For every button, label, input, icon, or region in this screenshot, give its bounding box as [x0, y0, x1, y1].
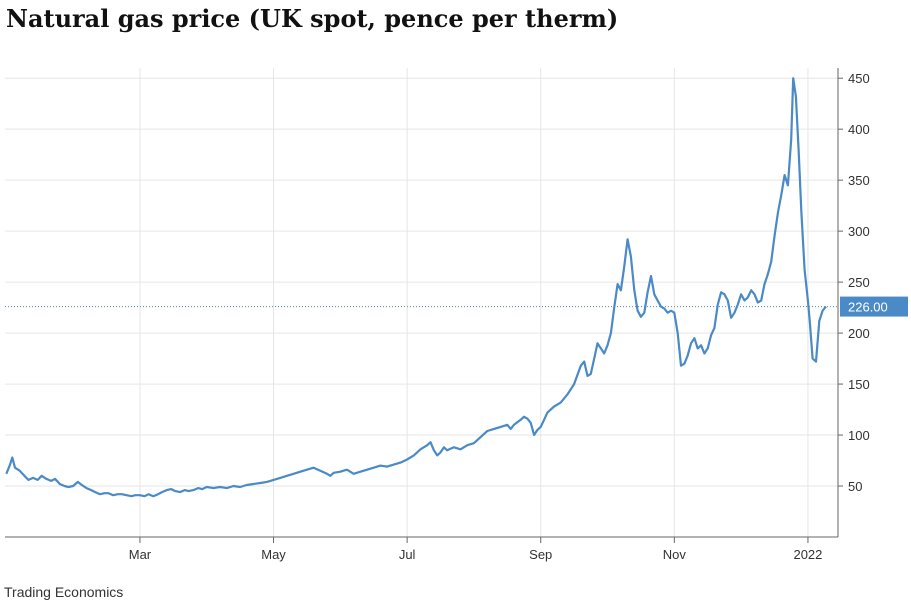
y-tick-label: 300 — [848, 224, 870, 239]
last-value-badge — [840, 296, 908, 317]
x-axis: Mar May Jul Sep Nov 2022 — [5, 536, 838, 562]
x-tick-label: Jul — [399, 547, 416, 562]
y-tick-label: 400 — [848, 122, 870, 137]
x-tick-label: May — [261, 547, 286, 562]
gridlines — [5, 68, 838, 537]
y-tick-label: 100 — [848, 428, 870, 443]
x-tick-label: 2022 — [793, 547, 822, 562]
x-tick-label: Sep — [529, 547, 552, 562]
y-tick-label: 150 — [848, 377, 870, 392]
y-tick-label: 250 — [848, 275, 870, 290]
y-tick-label: 450 — [848, 71, 870, 86]
plot-area — [5, 77, 827, 498]
chart-title: Natural gas price (UK spot, pence per th… — [6, 4, 619, 33]
last-value-text: 226.00 — [848, 300, 888, 315]
y-axis: 50 100 150 200 250 300 350 400 450 — [837, 68, 870, 537]
x-tick-label: Nov — [663, 547, 687, 562]
series-line — [5, 77, 827, 498]
last-value-marker: 226.00 — [5, 296, 908, 317]
y-tick-label: 200 — [848, 326, 870, 341]
y-tick-label: 50 — [848, 479, 862, 494]
x-tick-label: Mar — [129, 547, 152, 562]
source-label: Trading Economics — [4, 584, 124, 600]
y-tick-label: 350 — [848, 173, 870, 188]
